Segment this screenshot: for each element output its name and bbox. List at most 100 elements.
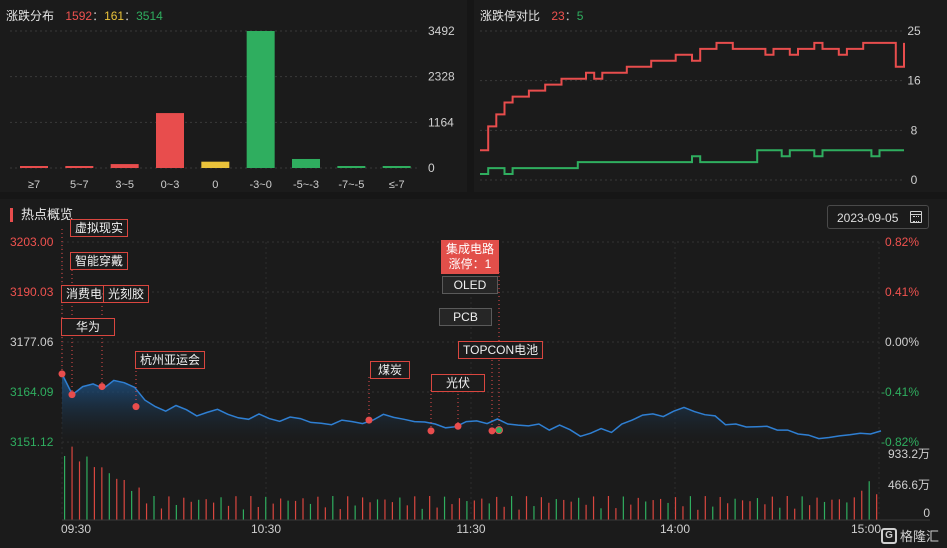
volume-bar <box>190 501 192 520</box>
volume-bar <box>183 497 185 520</box>
volume-bar <box>86 456 88 520</box>
tag-photoresist[interactable]: 光刻胶 <box>103 285 150 303</box>
hot-sector-limit: 涨停：1 <box>448 257 492 271</box>
x-tick-label: 0 <box>212 179 218 191</box>
tag-huawei[interactable]: 华为 <box>61 318 115 336</box>
volume-bar <box>689 496 691 520</box>
volume-bar <box>816 497 818 520</box>
limit-ratio-title-label: 涨跌停对比 <box>480 9 541 23</box>
index-line <box>61 373 882 440</box>
volume-bar <box>443 496 446 520</box>
volume-bar <box>488 503 490 520</box>
volume-bar <box>317 496 319 520</box>
volume-bar <box>116 478 118 520</box>
watermark: G 格隆汇 <box>880 526 939 545</box>
volume-bar <box>853 497 855 520</box>
volume-bar <box>660 498 662 520</box>
volume-bar <box>458 498 461 520</box>
volume-bar <box>123 479 125 520</box>
volume-bar <box>600 508 602 520</box>
volume-bar <box>838 499 840 520</box>
y-left-label: 3190.03 <box>10 285 54 299</box>
y-tick-label: 0 <box>911 173 918 187</box>
volume-bar <box>712 506 714 520</box>
event-dot <box>365 416 373 424</box>
x-tick-label: 0~3 <box>161 179 180 191</box>
volume-bar <box>570 501 572 520</box>
volume-bar <box>436 507 438 520</box>
tag-vr[interactable]: 虚拟现实 <box>70 219 129 237</box>
distribution-title-label: 涨跌分布 <box>6 9 55 23</box>
series-line <box>480 149 904 175</box>
tag-asian-games[interactable]: 杭州亚运会 <box>135 351 206 369</box>
volume-bar <box>138 487 140 520</box>
volume-bar <box>868 481 870 520</box>
volume-bar <box>779 507 781 520</box>
volume-bar <box>876 494 878 520</box>
volume-bar <box>265 496 267 520</box>
volume-bar <box>734 498 736 520</box>
bar <box>156 113 184 168</box>
y-right-label: 0.00% <box>885 335 919 349</box>
volume-bar <box>652 500 654 520</box>
volume-bar <box>250 496 252 520</box>
hot-sector-tag[interactable]: 集成电路 涨停：1 <box>441 240 499 274</box>
tag-oled[interactable]: OLED <box>442 276 498 294</box>
volume-bar <box>429 496 431 520</box>
volume-bar <box>861 490 863 520</box>
volume-bar <box>324 507 326 520</box>
volume-bar <box>93 467 95 520</box>
date-picker[interactable]: 2023-09-05 <box>827 205 929 229</box>
x-tick-label: 11:30 <box>456 522 485 536</box>
volume-bar <box>511 496 513 520</box>
y-left-label: 3177.06 <box>10 335 54 349</box>
volume-bar <box>145 503 148 520</box>
event-dot <box>454 422 462 430</box>
y-right-label: 0.41% <box>885 285 919 299</box>
tag-topcon[interactable]: TOPCON电池 <box>458 341 544 359</box>
x-tick-label: ≥7 <box>28 179 40 191</box>
tag-pv[interactable]: 光伏 <box>431 374 485 392</box>
volume-bar <box>496 496 498 520</box>
volume-bar <box>406 505 408 520</box>
volume-bar <box>354 505 356 520</box>
volume-bar <box>466 501 468 520</box>
volume-bar <box>220 497 222 520</box>
volume-bar <box>309 503 312 520</box>
bar <box>110 164 139 168</box>
volume-bar <box>667 502 669 520</box>
volume-bar <box>749 501 751 520</box>
separator: ： <box>92 9 105 23</box>
down-limit-count: 5 <box>576 9 584 23</box>
event-dot <box>98 383 106 391</box>
volume-bar <box>794 508 796 520</box>
volume-bar <box>78 461 81 520</box>
volume-bar <box>503 506 505 520</box>
y-tick-label: 2328 <box>428 70 455 84</box>
volume-bar <box>585 504 587 520</box>
flat-count: 161 <box>104 9 125 23</box>
volume-bar <box>213 502 215 520</box>
volume-bar <box>362 497 364 520</box>
volume-bar <box>280 498 282 520</box>
y-tick-label: 3492 <box>428 24 455 38</box>
hot-sector-name: 集成电路 <box>445 242 494 256</box>
volume-bar <box>339 509 341 520</box>
limit-ratio-panel: 涨跌停对比 23：5 25 16 8 0 <box>474 0 947 192</box>
tag-pcb[interactable]: PCB <box>439 308 492 326</box>
event-dot <box>488 427 496 435</box>
bar <box>201 161 230 168</box>
volume-bar <box>391 502 393 520</box>
volume-bar <box>451 504 453 520</box>
volume-bar <box>578 497 580 520</box>
volume-bar <box>347 496 349 520</box>
calendar-icon[interactable] <box>910 211 922 223</box>
hotspot-title: 热点概览 <box>10 208 73 222</box>
bar <box>337 166 366 168</box>
volume-bar <box>831 499 833 520</box>
tag-coal[interactable]: 煤炭 <box>370 361 410 379</box>
event-dot <box>58 370 66 378</box>
tag-wearable[interactable]: 智能穿戴 <box>70 252 129 270</box>
up-count: 1592 <box>65 9 93 23</box>
